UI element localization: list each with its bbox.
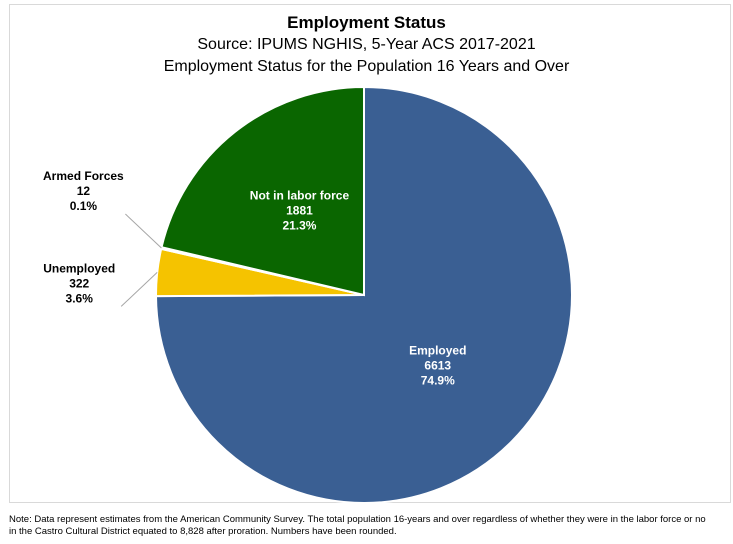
pie-slice-employed <box>154 85 573 504</box>
footnote-line-1: Note: Data represent estimates from the … <box>9 514 706 525</box>
pie-slice-not-in-labor-force <box>160 85 365 297</box>
data-label-not-in-labor-force: Not in labor force 1881 21.3% <box>250 188 350 232</box>
data-label-armed-forces: Armed Forces 12 0.1% <box>43 169 124 213</box>
leader-line-unemployed <box>120 272 158 307</box>
data-label-unemployed: Unemployed 322 3.6% <box>43 261 115 305</box>
chart-title: Employment Status <box>287 13 446 32</box>
data-label-employed: Employed 6613 74.9% <box>409 343 466 387</box>
chart-subtitle: Source: IPUMS NGHIS, 5-Year ACS 2017-202… <box>197 36 536 53</box>
footnote: Note: Data represent estimates from the … <box>9 514 733 538</box>
chart-subtitle-2: Employment Status for the Population 16 … <box>163 58 570 75</box>
footnote-line-2: in the Castro Cultural District equated … <box>9 526 397 537</box>
leader-line-armed-forces <box>125 213 162 249</box>
